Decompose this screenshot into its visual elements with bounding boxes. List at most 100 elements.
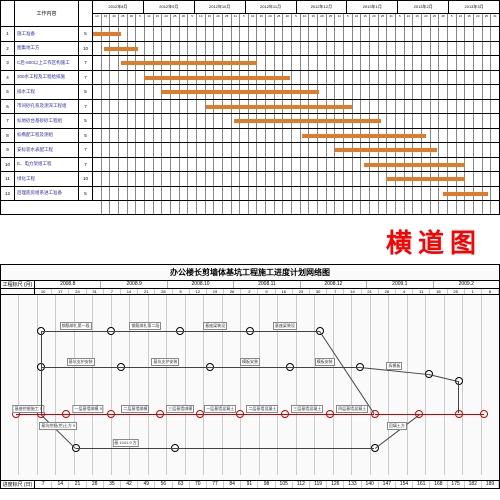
network-footer-day: 147 [379, 481, 396, 488]
gantt-day-tick: 31 [232, 14, 241, 26]
network-edge [250, 331, 320, 332]
network-day-tick: 25 [448, 289, 465, 294]
network-edge [200, 414, 240, 415]
gantt-row-id: 3 [1, 56, 15, 70]
gantt-day-tick: 20 [214, 14, 223, 26]
gantt-row: 11 绿化工程 10 [1, 172, 93, 187]
network-edge-label: 二层基墙混凝土 [246, 405, 278, 413]
gantt-row-dur: 7 [79, 56, 93, 70]
network-edge [41, 331, 111, 332]
network-edge-label: 基 1041.9 方 [112, 439, 138, 447]
network-edge [290, 367, 360, 368]
network-month: 2009.2 [434, 281, 499, 288]
gantt-day-tick: 25 [171, 14, 180, 26]
gantt-row: 2 图集地工方 10 [1, 42, 93, 57]
network-day-tick: 7 [104, 289, 121, 294]
gantt-day-tick: 5 [188, 14, 197, 26]
network-footer-day: 119 [310, 481, 327, 488]
network-day-tick: 21 [362, 289, 379, 294]
gantt-row-id: 11 [1, 172, 15, 186]
gantt-day-tick: 10 [249, 14, 258, 26]
network-footer-day: 189 [482, 481, 499, 488]
network-edge [111, 331, 181, 332]
network-edge-label: 二层基墙绑模 [121, 405, 149, 413]
network-day-tick: 21 [138, 289, 155, 294]
gantt-row-dur: 5 [79, 27, 93, 41]
network-edge [76, 448, 176, 449]
gantt-day-tick: 31 [387, 14, 396, 26]
network-day-tick: 8 [482, 289, 499, 294]
gantt-row: 4 300水工程及工程给排施 7 [1, 71, 93, 86]
network-day-tick: 16 [276, 289, 293, 294]
network-day-tick: 12 [190, 289, 207, 294]
network-month: 2008.11 [234, 281, 300, 288]
network-edge-label: 基座梁装设 [203, 322, 227, 330]
gantt-row-name: C后-800以上工作区构施工 [15, 56, 79, 70]
gantt-day-tick: 15 [465, 14, 474, 26]
network-edge-label: 一层基墙混凝土 [204, 405, 236, 413]
gantt-row: 9 安标装水表配工程 7 [1, 143, 93, 158]
gantt-row-dur: 5 [79, 85, 93, 99]
gantt-row: 5 排水工程 5 [1, 85, 93, 100]
gantt-day-tick: 5 [292, 14, 301, 26]
gantt-row-name: 市间砂孔系及测深工程组 [15, 100, 79, 114]
network-edge-label: 基座挖掘施工 5 [13, 405, 44, 413]
network-month: 2008.8 [35, 281, 101, 288]
network-edge-label: 钢筋绑扎第二段 [129, 322, 161, 330]
gantt-day-tick: 5 [448, 14, 457, 26]
gantt-bar [364, 163, 466, 167]
gantt-row-dur: 7 [79, 143, 93, 157]
network-footer-day: 56 [155, 481, 172, 488]
gantt-day-tick: 25 [431, 14, 440, 26]
gantt-day-tick: 20 [162, 14, 171, 26]
network-day-tick: 28 [155, 289, 172, 294]
network-footer-day: 21 [69, 481, 86, 488]
network-diagram: 办公楼长剪墙体基坑工程施工进度计划网络图 工程标尺 (月) 2008.82008… [0, 264, 500, 489]
network-header-months: 工程标尺 (月) 2008.82008.92008.102008.112008.… [1, 281, 499, 289]
network-edge-label: 拆模板 [386, 362, 402, 370]
gantt-day-tick: 10 [405, 14, 414, 26]
gantt-day-tick: 15 [206, 14, 215, 26]
network-edge [459, 414, 484, 415]
gantt-body: 1 施工准备 52 图集地工方 103 C后-800以上工作区构施工 74 30… [1, 27, 499, 214]
network-edge [16, 414, 41, 415]
network-footer-day: 140 [362, 481, 379, 488]
network-edge-label: 三层基墙绑模 [166, 405, 194, 413]
gantt-dur-header [79, 1, 93, 26]
gantt-bar [93, 32, 121, 36]
gantt-row-id: 5 [1, 85, 15, 99]
network-day-tick: 18 [430, 289, 447, 294]
gantt-row-id: 1 [1, 27, 15, 41]
gantt-day-tick: 15 [413, 14, 422, 26]
network-footer-day: 91 [241, 481, 258, 488]
gantt-day-tick: 25 [223, 14, 232, 26]
network-day-tick: 26 [224, 289, 241, 294]
gantt-day-tick: 5 [136, 14, 145, 26]
network-edge-label: 模板安装 [315, 358, 335, 366]
network-month: 2009.1 [367, 281, 433, 288]
gantt-month: 2012年10月 [195, 1, 246, 13]
network-day-tick: 14 [344, 289, 361, 294]
network-month: 2008.10 [168, 281, 234, 288]
gantt-month: 2012年12月 [297, 1, 348, 13]
gantt-bar [121, 61, 256, 65]
network-body: 基座挖掘施工 5一层基墙绑模 9二层基墙绑模三层基墙绑模一层基墙混凝土二层基墙混… [1, 295, 499, 475]
network-title: 办公楼长剪墙体基坑工程施工进度计划网络图 [1, 265, 499, 281]
network-footer-day: 126 [327, 481, 344, 488]
network-edge [121, 367, 211, 368]
gantt-day-tick: 15 [102, 14, 111, 26]
network-edge [330, 414, 375, 415]
network-footer-day: 49 [138, 481, 155, 488]
gantt-bar [302, 134, 426, 138]
gantt-day-tick: 15 [154, 14, 163, 26]
gantt-day-tick: 5 [396, 14, 405, 26]
gantt-bar [144, 76, 291, 80]
network-month: 2008.12 [301, 281, 367, 288]
gantt-row-name: 标地砂台基砂砂工程组 [15, 114, 79, 128]
gantt-row-dur: 5 [79, 114, 93, 128]
network-footer-day: 112 [293, 481, 310, 488]
network-edge [41, 414, 66, 415]
gantt-row-name: 图集地工方 [15, 42, 79, 56]
network-footer: 进度标尺 (日) 7142128354249566370778491981051… [1, 480, 499, 488]
network-footer-label: 进度标尺 (日) [1, 481, 35, 488]
